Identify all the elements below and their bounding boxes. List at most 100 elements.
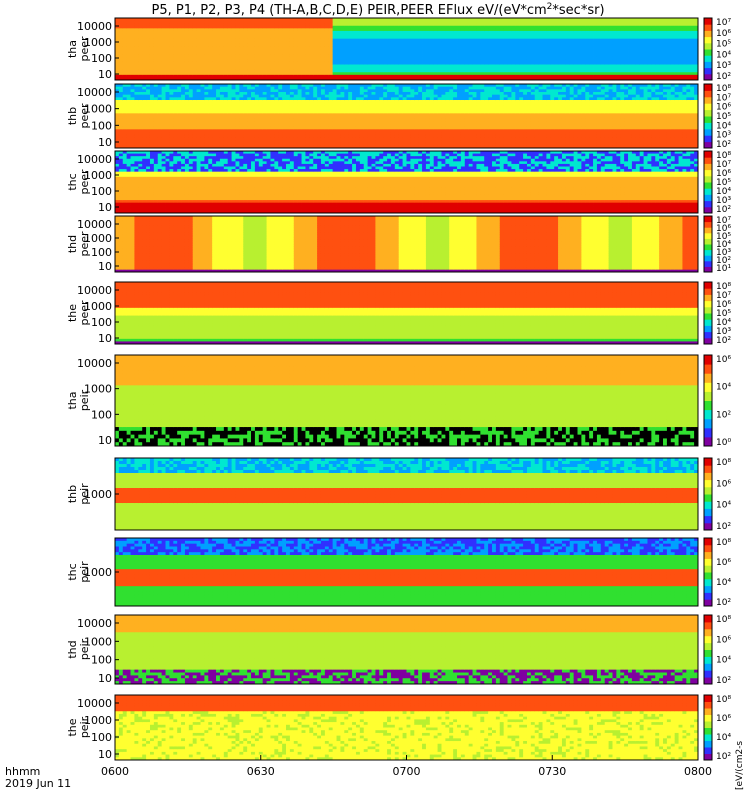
heatmap-cell — [344, 25, 349, 29]
heatmap-cell — [115, 102, 120, 106]
heatmap-cell — [387, 61, 392, 65]
heatmap-cell — [367, 23, 372, 27]
heatmap-cell — [468, 36, 473, 40]
heatmap-cell — [270, 25, 275, 29]
heatmap-cell — [682, 41, 687, 45]
heatmap-cell — [651, 43, 656, 47]
heatmap-cell — [200, 100, 205, 104]
heatmap-cell — [235, 142, 240, 146]
heatmap-cell — [149, 121, 155, 125]
heatmap-cell — [254, 54, 260, 58]
heatmap-cell — [305, 121, 310, 125]
heatmap-cell — [694, 69, 699, 73]
heatmap-cell — [320, 92, 326, 96]
heatmap-cell — [235, 43, 240, 47]
heatmap-cell — [425, 28, 431, 32]
heatmap-cell — [429, 20, 435, 24]
heatmap-cell — [328, 69, 334, 73]
heatmap-cell — [305, 41, 310, 45]
heatmap-cell — [227, 84, 232, 88]
heatmap-cell — [161, 137, 166, 141]
heatmap-cell — [495, 74, 501, 78]
heatmap-cell — [534, 64, 540, 68]
heatmap-cell — [231, 110, 236, 114]
heatmap-cell — [258, 46, 264, 50]
heatmap-cell — [620, 67, 625, 71]
heatmap-cell — [666, 51, 672, 55]
heatmap-cell — [305, 28, 310, 32]
heatmap-cell — [410, 51, 415, 55]
heatmap-cell — [115, 18, 120, 21]
heatmap-cell — [149, 41, 155, 45]
heatmap-cell — [616, 77, 621, 81]
heatmap-cell — [177, 105, 182, 109]
heatmap-cell — [313, 108, 318, 112]
heatmap-cell — [406, 74, 411, 78]
heatmap-cell — [169, 61, 174, 65]
heatmap-cell — [212, 38, 217, 42]
heatmap-cell — [433, 30, 438, 34]
heatmap-cell — [274, 38, 279, 42]
heatmap-cell — [515, 25, 520, 29]
heatmap-cell — [231, 132, 236, 136]
heatmap-cell — [289, 129, 295, 133]
heatmap-cell — [686, 23, 691, 27]
heatmap-cell — [534, 49, 540, 52]
heatmap-cell — [600, 41, 606, 45]
heatmap-cell — [639, 72, 644, 76]
heatmap-cell — [565, 74, 571, 78]
heatmap-cell — [558, 67, 563, 71]
heatmap-cell — [239, 20, 244, 24]
heatmap-cell — [569, 64, 575, 68]
heatmap-cell — [317, 61, 322, 65]
heatmap-cell — [468, 54, 473, 58]
heatmap-cell — [293, 43, 299, 47]
heatmap-cell — [289, 77, 295, 81]
heatmap-cell — [177, 54, 182, 58]
heatmap-cell — [674, 23, 679, 27]
heatmap-cell — [169, 36, 174, 40]
heatmap-cell — [414, 74, 419, 78]
heatmap-cell — [348, 46, 353, 50]
heatmap-cell — [620, 54, 625, 58]
heatmap-cell — [441, 49, 446, 52]
heatmap-cell — [468, 64, 473, 68]
heatmap-cell — [208, 129, 213, 133]
heatmap-cell — [573, 41, 578, 45]
heatmap-cell — [585, 30, 590, 34]
heatmap-cell — [363, 49, 369, 52]
heatmap-cell — [410, 59, 415, 63]
heatmap-cell — [149, 113, 155, 117]
heatmap-cell — [375, 59, 380, 63]
heatmap-cell — [223, 110, 229, 114]
heatmap-cell — [414, 20, 419, 24]
heatmap-cell — [480, 46, 485, 50]
heatmap-cell — [122, 59, 128, 63]
heatmap-cell — [153, 72, 159, 76]
heatmap-cell — [663, 67, 668, 71]
heatmap-cell — [410, 43, 415, 47]
heatmap-cell — [192, 102, 198, 106]
heatmap-cell — [600, 54, 606, 58]
heatmap-cell — [138, 113, 143, 117]
heatmap-cell — [216, 54, 221, 58]
heatmap-cell — [301, 59, 306, 63]
heatmap-cell — [422, 38, 427, 42]
heatmap-cell — [550, 30, 555, 34]
heatmap-cell — [262, 36, 267, 40]
heatmap-cell — [371, 56, 376, 60]
heatmap-cell — [577, 18, 582, 21]
heatmap-cell — [441, 51, 446, 55]
heatmap-cell — [184, 18, 190, 21]
heatmap-cell — [352, 54, 357, 58]
heatmap-cell — [523, 38, 528, 42]
heatmap-cell — [282, 49, 287, 52]
heatmap-cell — [146, 145, 151, 149]
heatmap-cell — [674, 20, 679, 24]
heatmap-cell — [371, 74, 376, 78]
heatmap-cell — [484, 46, 489, 50]
heatmap-cell — [573, 23, 578, 27]
heatmap-cell — [289, 18, 295, 21]
heatmap-cell — [484, 64, 489, 68]
heatmap-cell — [678, 18, 683, 21]
